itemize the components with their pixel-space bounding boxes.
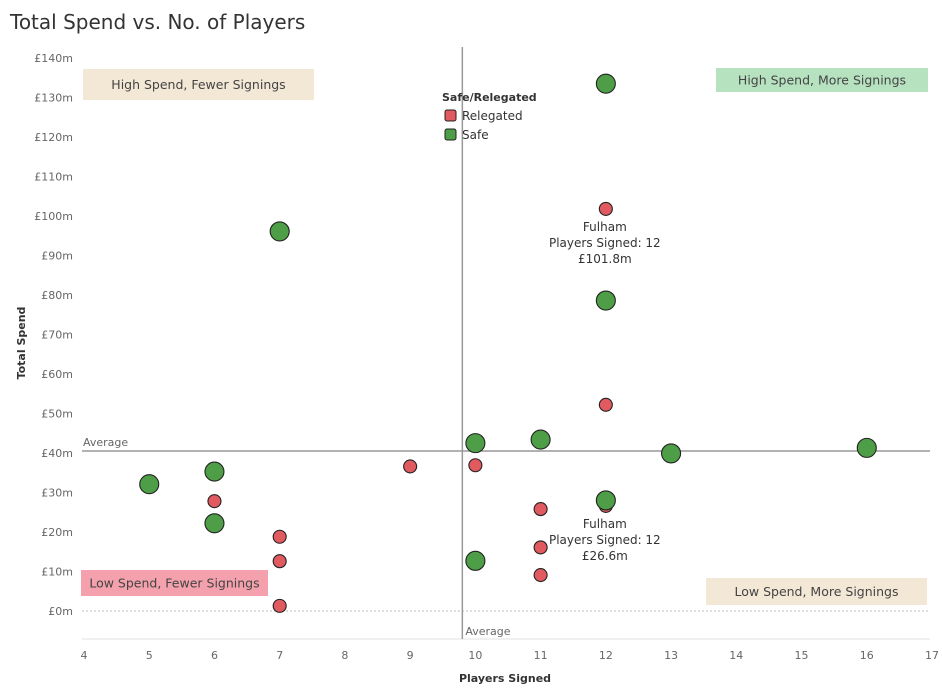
- annotation-line: Fulham: [583, 220, 627, 234]
- gridlines: [82, 610, 930, 640]
- data-points[interactable]: [139, 73, 877, 613]
- quadrant-box-bottom-left: [81, 570, 268, 596]
- y-tick-label: £20m: [41, 526, 73, 539]
- data-point-safe[interactable]: [661, 443, 682, 464]
- x-tick-label: 15: [795, 649, 809, 662]
- chart-title: Total Spend vs. No. of Players: [10, 10, 306, 34]
- y-tick-label: £50m: [41, 408, 73, 421]
- x-tick-label: 5: [146, 649, 153, 662]
- y-tick-label: £80m: [41, 289, 73, 302]
- data-point-relegated[interactable]: [598, 201, 613, 216]
- data-point-relegated[interactable]: [598, 397, 613, 412]
- x-tick-label: 6: [211, 649, 218, 662]
- quadrant-box-bottom-right: [706, 578, 927, 605]
- legend[interactable]: Safe/Relegated Relegated Safe: [442, 91, 537, 142]
- y-tick-label: £30m: [41, 487, 73, 500]
- legend-swatch-safe[interactable]: [444, 128, 457, 141]
- average-x-label: Average: [465, 625, 510, 638]
- legend-label-relegated[interactable]: Relegated: [462, 109, 523, 123]
- quadrant-label-top-right: High Spend, More Signings: [738, 73, 906, 88]
- data-point-safe[interactable]: [595, 290, 616, 311]
- y-tick-label: £100m: [34, 210, 73, 223]
- legend-title: Safe/Relegated: [442, 91, 537, 104]
- x-tick-label: 13: [664, 649, 678, 662]
- x-axis-ticks: 4 5 6 7 8 9 10 11 12 13 14 15 16 17: [81, 649, 940, 662]
- data-point-relegated[interactable]: [533, 502, 548, 517]
- annotation-line: Players Signed: 12: [549, 236, 661, 250]
- data-point-relegated[interactable]: [403, 459, 418, 474]
- quadrant-label-top-left: High Spend, Fewer Signings: [111, 77, 285, 92]
- x-tick-label: 7: [276, 649, 283, 662]
- y-tick-label: £40m: [41, 447, 73, 460]
- data-point-safe[interactable]: [465, 550, 486, 571]
- x-tick-label: 9: [407, 649, 414, 662]
- quadrant-box-top-right: [716, 68, 928, 92]
- annotation-line: £101.8m: [578, 252, 632, 266]
- y-tick-label: £130m: [34, 92, 73, 105]
- data-point-safe[interactable]: [595, 73, 616, 94]
- data-point-safe[interactable]: [139, 474, 160, 495]
- x-tick-label: 8: [341, 649, 348, 662]
- y-tick-label: £60m: [41, 368, 73, 381]
- y-axis-title: Total Spend: [15, 307, 28, 380]
- y-tick-label: £140m: [34, 52, 73, 65]
- y-tick-label: £0m: [48, 605, 73, 618]
- quadrant-label-bottom-left: Low Spend, Fewer Signings: [89, 576, 259, 591]
- data-point-relegated[interactable]: [272, 554, 287, 569]
- annotation-line: £26.6m: [582, 549, 628, 563]
- data-point-safe[interactable]: [530, 429, 551, 450]
- quadrant-label-bottom-right: Low Spend, More Signings: [734, 584, 898, 599]
- data-point-relegated[interactable]: [533, 540, 548, 555]
- x-tick-label: 17: [925, 649, 939, 662]
- y-axis-ticks: £0m £10m £20m £30m £40m £50m £60m £70m £80m £90m £…: [34, 52, 73, 618]
- data-point-safe[interactable]: [856, 437, 877, 458]
- data-point-safe[interactable]: [204, 461, 225, 482]
- data-point-relegated[interactable]: [468, 458, 483, 473]
- average-y-label: Average: [83, 436, 128, 449]
- quadrant-labels: High Spend, Fewer Signings High Spend, Mo…: [81, 68, 928, 605]
- average-lines: Average Average: [82, 47, 930, 639]
- data-point-safe[interactable]: [204, 513, 225, 534]
- x-tick-label: 11: [534, 649, 548, 662]
- data-point-relegated[interactable]: [272, 529, 287, 544]
- y-tick-label: £120m: [34, 131, 73, 144]
- legend-swatch-relegated[interactable]: [444, 109, 457, 122]
- x-tick-label: 4: [81, 649, 88, 662]
- data-point-safe[interactable]: [269, 221, 290, 242]
- data-point-safe[interactable]: [465, 433, 486, 454]
- x-axis-title: Players Signed: [459, 672, 551, 685]
- data-point-relegated[interactable]: [533, 568, 548, 583]
- quadrant-box-top-left: [83, 69, 314, 100]
- y-tick-label: £110m: [34, 171, 73, 184]
- x-tick-label: 14: [729, 649, 743, 662]
- x-tick-label: 12: [599, 649, 613, 662]
- data-point-relegated[interactable]: [272, 598, 287, 613]
- data-point-relegated[interactable]: [207, 494, 222, 509]
- y-tick-label: £90m: [41, 250, 73, 263]
- annotations: Fulham Players Signed: 12 £101.8m Fulham Pla…: [549, 220, 661, 563]
- legend-label-safe[interactable]: Safe: [462, 128, 489, 142]
- annotation-line: Fulham: [583, 517, 627, 531]
- y-tick-label: £70m: [41, 329, 73, 342]
- x-tick-label: 16: [860, 649, 874, 662]
- x-tick-label: 10: [468, 649, 482, 662]
- y-tick-label: £10m: [41, 566, 73, 579]
- annotation-line: Players Signed: 12: [549, 533, 661, 547]
- data-point-safe[interactable]: [595, 490, 616, 511]
